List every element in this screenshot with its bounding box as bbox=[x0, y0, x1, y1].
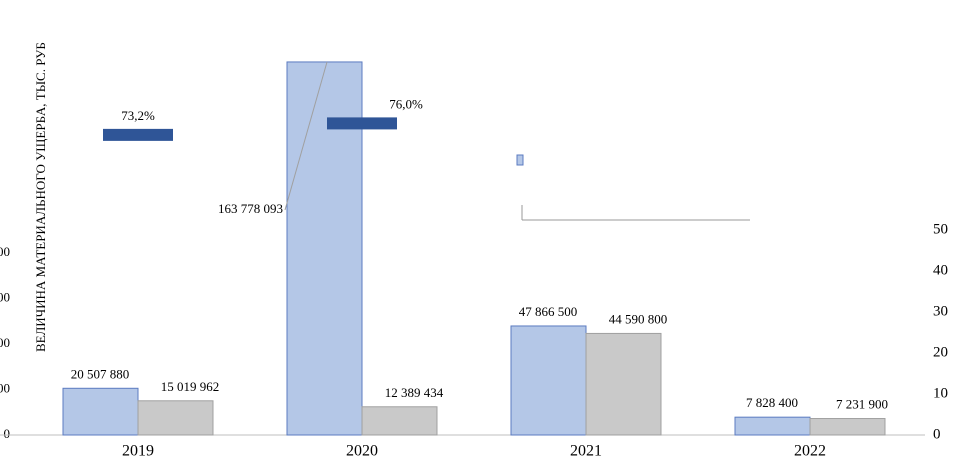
percent-marker bbox=[103, 128, 173, 141]
y-tick-label: 40 000 000 bbox=[0, 335, 10, 350]
x-tick-label: 2022 bbox=[794, 443, 826, 460]
bar bbox=[137, 400, 214, 436]
bar bbox=[809, 418, 886, 436]
y2-tick-label: 40 bbox=[933, 262, 948, 278]
y2-tick-label: 10 bbox=[933, 385, 948, 401]
y2-tick-label: 50 bbox=[933, 221, 948, 237]
bar bbox=[734, 416, 811, 436]
y2-tick-label: 0 bbox=[933, 426, 941, 442]
x-tick-label: 2020 bbox=[346, 443, 378, 460]
y-tick-label: 60 000 000 bbox=[0, 289, 10, 304]
value-label: 12 389 434 bbox=[385, 385, 444, 400]
y-tick-label: 0 bbox=[4, 426, 11, 441]
value-label: 7 231 900 bbox=[836, 397, 888, 412]
percent-label: 76,0% bbox=[389, 96, 423, 111]
y2-tick-label: 30 bbox=[933, 303, 948, 319]
bar bbox=[62, 387, 139, 436]
value-label: 163 778 093 bbox=[218, 201, 283, 216]
percent-label: 73,2% bbox=[121, 108, 155, 123]
value-label: 15 019 962 bbox=[161, 379, 220, 394]
value-label: 20 507 880 bbox=[71, 366, 130, 381]
y-tick-label: 80 000 000 bbox=[0, 244, 10, 259]
legend-swatch bbox=[516, 154, 524, 166]
x-tick-label: 2019 bbox=[122, 443, 154, 460]
value-label: 44 590 800 bbox=[609, 311, 668, 326]
y-tick-label: 20 000 000 bbox=[0, 380, 10, 395]
y2-tick-label: 20 bbox=[933, 344, 948, 360]
legend-fragment bbox=[516, 154, 750, 221]
bar bbox=[361, 406, 438, 436]
percent-marker bbox=[327, 117, 397, 130]
x-tick-label: 2021 bbox=[570, 443, 602, 460]
bar bbox=[585, 332, 662, 436]
leader-line bbox=[284, 61, 328, 211]
bar bbox=[510, 325, 587, 436]
value-label: 7 828 400 bbox=[746, 395, 798, 410]
y-axis-title: ВЕЛИЧИНА МАТЕРИАЛЬНОГО УЩЕРБА, ТЫС. РУБ bbox=[33, 42, 48, 352]
value-label: 47 866 500 bbox=[519, 304, 578, 319]
